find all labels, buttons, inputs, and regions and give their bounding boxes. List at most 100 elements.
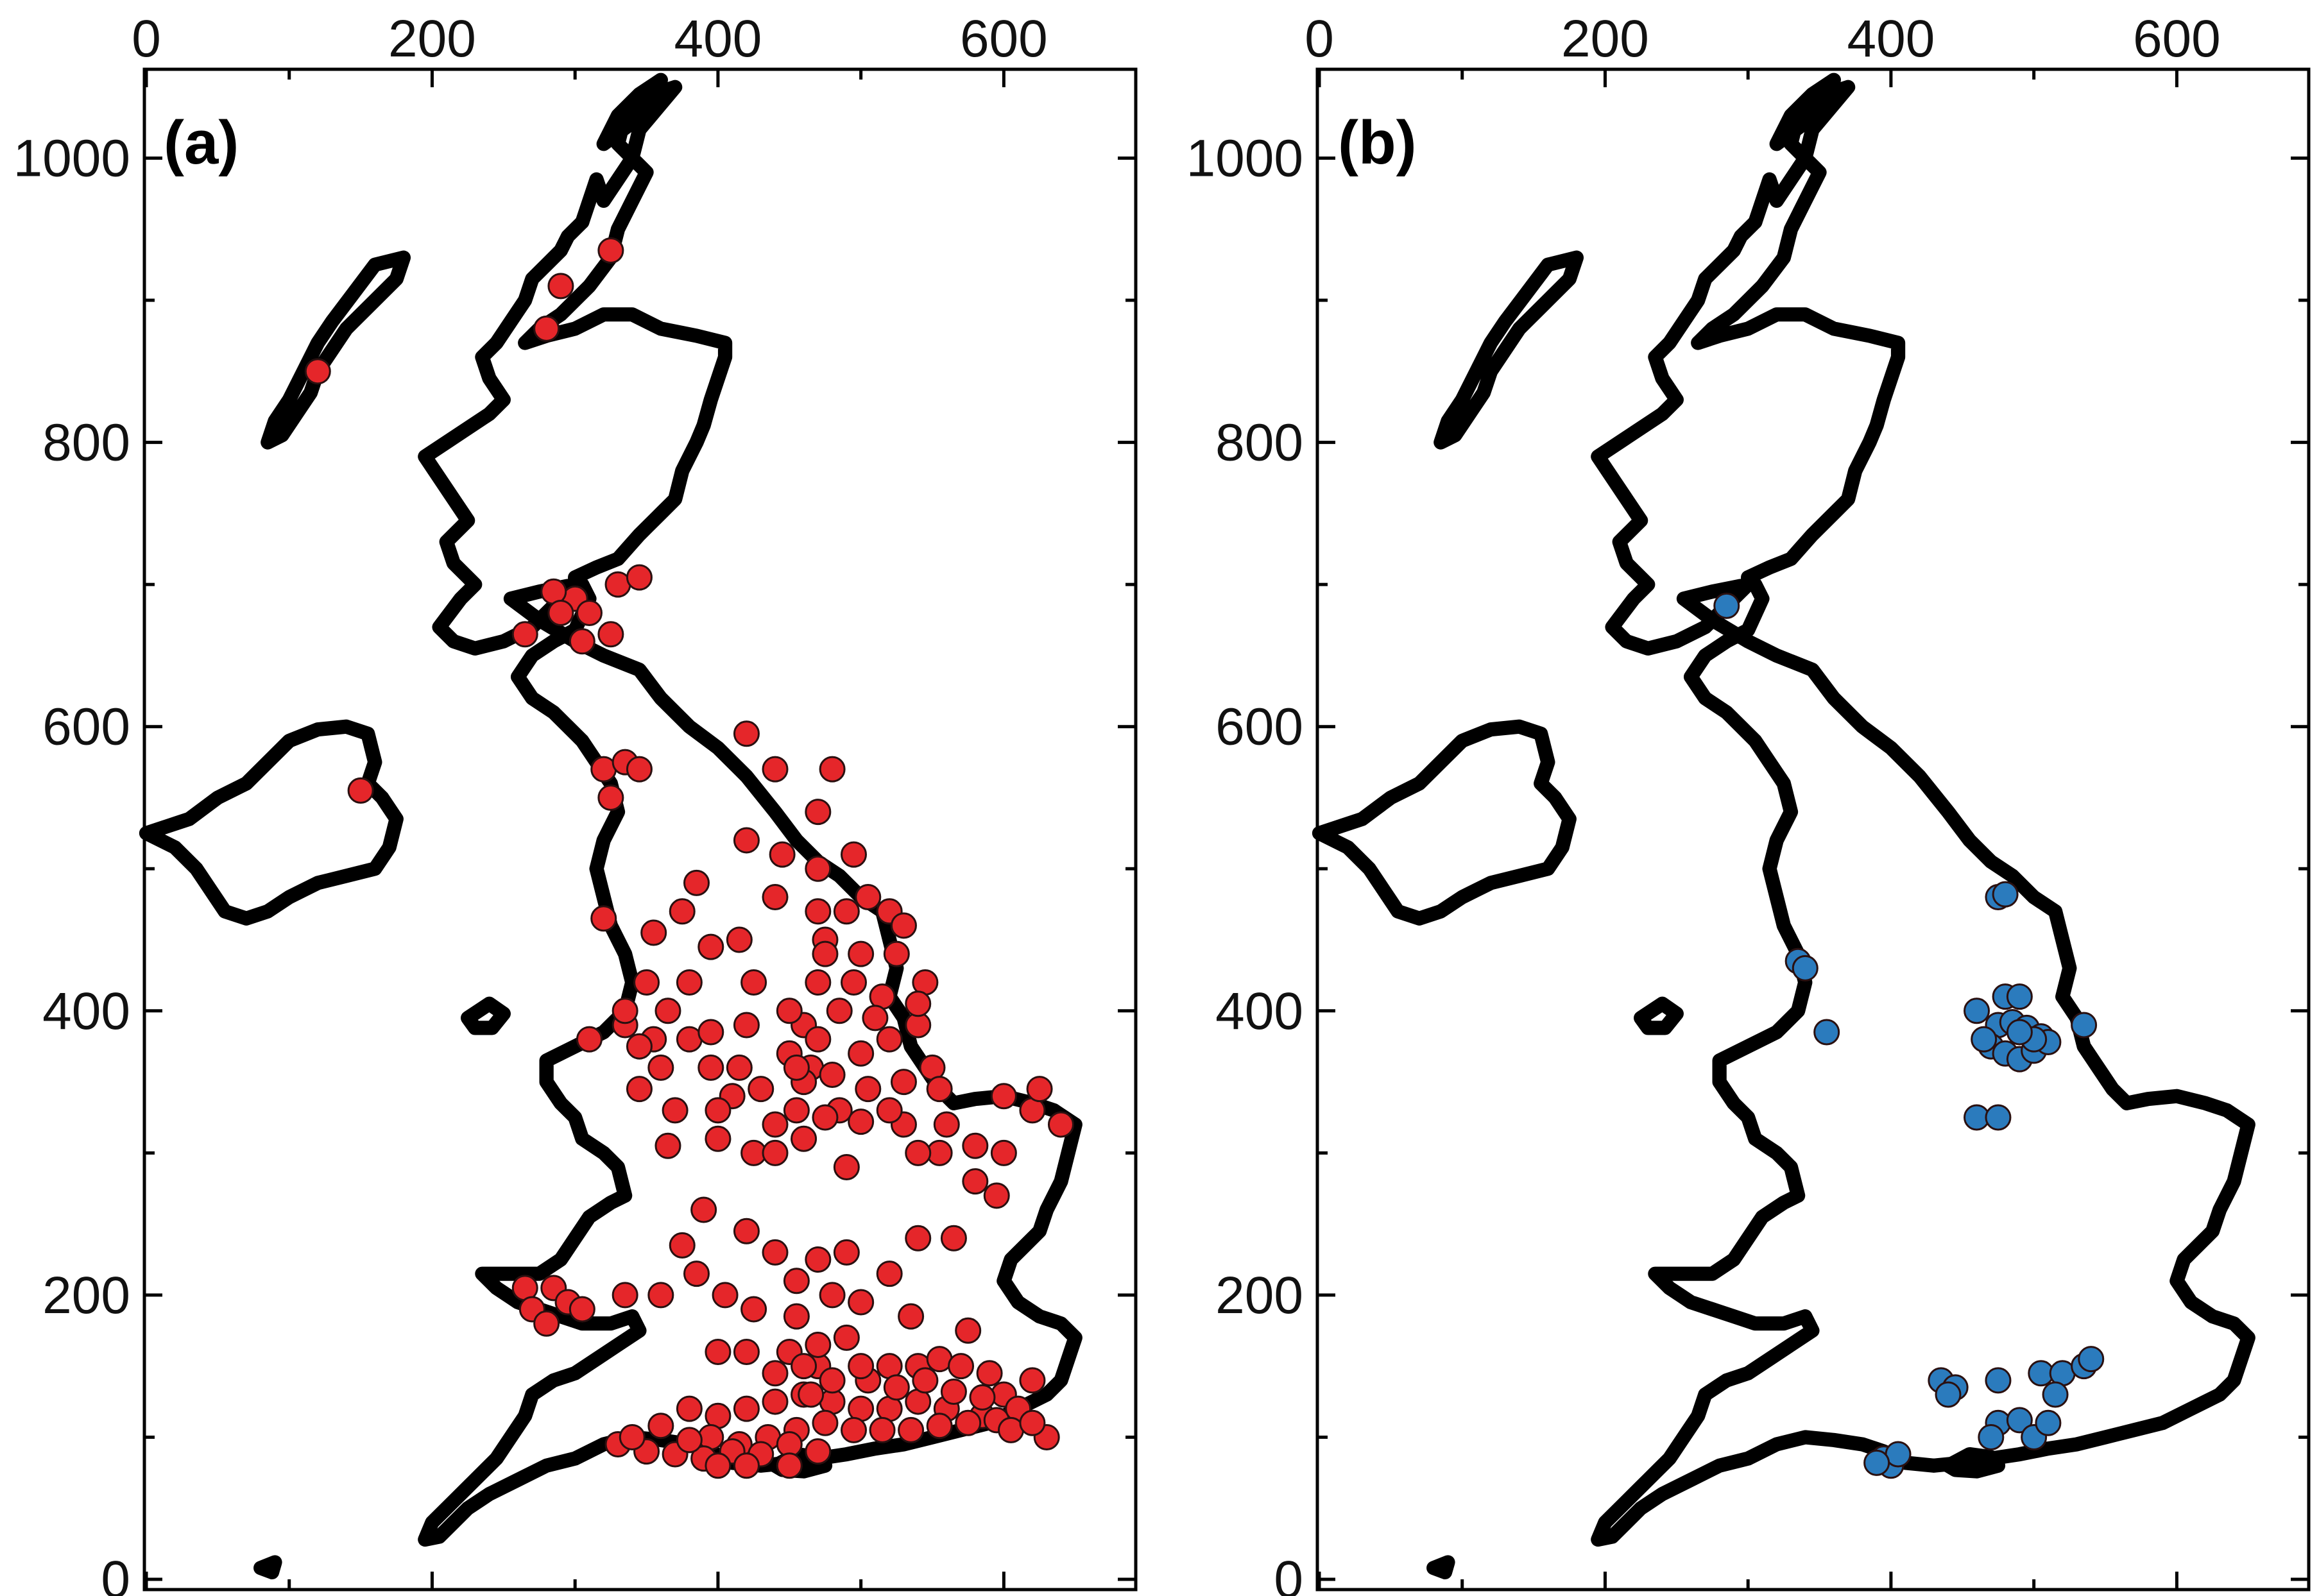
x-tick-label: 400	[1847, 10, 1935, 68]
site-marker	[2042, 1381, 2069, 1408]
site-marker	[1992, 881, 2019, 908]
site-marker	[511, 621, 538, 648]
x-tick-label: 400	[674, 10, 762, 68]
x-tick-label: 600	[2133, 10, 2221, 68]
site-marker	[2006, 983, 2033, 1010]
y-tick-label: 400	[1215, 982, 1303, 1040]
y-tick-label: 800	[1215, 414, 1303, 472]
site-marker	[1935, 1381, 1962, 1408]
site-marker	[791, 1125, 817, 1152]
site-marker	[762, 1139, 789, 1166]
site-marker	[1792, 955, 1818, 981]
site-marker	[1019, 1409, 1046, 1436]
site-marker	[805, 969, 832, 996]
site-marker	[926, 1413, 953, 1439]
y-tick-label: 0	[101, 1550, 130, 1596]
site-marker	[898, 1416, 925, 1443]
site-marker	[848, 940, 875, 967]
site-marker	[912, 1367, 939, 1394]
site-marker	[812, 1104, 839, 1131]
site-marker	[933, 1111, 960, 1138]
site-marker	[547, 273, 574, 300]
site-marker	[683, 1261, 710, 1287]
site-marker	[626, 756, 653, 783]
site-marker	[855, 884, 882, 911]
site-marker	[876, 1261, 903, 1287]
site-marker	[905, 1225, 932, 1252]
site-marker	[805, 855, 832, 882]
site-marker	[883, 940, 910, 967]
site-marker	[833, 1239, 860, 1266]
site-marker	[662, 1097, 689, 1124]
site-marker	[705, 1452, 732, 1479]
site-marker	[705, 1125, 732, 1152]
site-marker	[983, 1182, 1010, 1209]
site-marker	[597, 784, 624, 811]
site-marker	[940, 1225, 967, 1252]
y-tick-label: 600	[1215, 698, 1303, 756]
site-marker	[597, 621, 624, 648]
site-marker	[676, 1395, 703, 1422]
site-marker	[1019, 1367, 1046, 1394]
site-marker	[2071, 1012, 2098, 1039]
site-marker	[733, 827, 760, 854]
site-marker	[962, 1132, 989, 1159]
site-marker	[962, 1168, 989, 1195]
site-marker	[805, 1246, 832, 1273]
site-marker	[1863, 1449, 1890, 1476]
site-marker	[969, 1384, 996, 1411]
y-tick-label: 200	[42, 1266, 130, 1325]
site-marker	[748, 1076, 774, 1103]
site-marker	[533, 1310, 560, 1337]
site-marker	[1978, 1423, 2005, 1450]
site-marker	[1985, 1104, 2012, 1131]
site-marker	[883, 1374, 910, 1401]
site-marker	[805, 1026, 832, 1053]
site-marker	[905, 990, 932, 1017]
site-marker	[805, 799, 832, 826]
site-marker	[655, 998, 681, 1024]
y-tick-label: 1000	[1186, 130, 1303, 188]
x-tick-label: 0	[132, 10, 161, 68]
site-marker	[1985, 1367, 2012, 1394]
y-tick-label: 1000	[13, 130, 130, 188]
panel-a-label: (a)	[164, 108, 239, 177]
site-marker	[776, 1452, 803, 1479]
site-marker	[740, 1296, 767, 1323]
site-marker	[955, 1409, 982, 1436]
site-marker	[347, 777, 374, 804]
site-marker	[547, 599, 574, 626]
site-marker	[569, 628, 595, 655]
site-marker	[876, 1097, 903, 1124]
site-marker	[576, 599, 603, 626]
site-marker	[762, 1111, 789, 1138]
panel-b-label: (b)	[1338, 108, 1417, 177]
panel-b-ticks: 0 200 400 600 0 200 400 600 800 1000	[1186, 10, 2309, 1596]
site-marker	[683, 869, 710, 896]
site-marker	[762, 1239, 789, 1266]
site-marker	[940, 1379, 967, 1405]
panel-a-ticks: 0 200 400 600 0 200 400 600 800 1000	[13, 10, 1136, 1596]
site-marker	[576, 1026, 603, 1053]
site-marker	[697, 1054, 724, 1081]
site-marker	[890, 1069, 917, 1096]
site-marker	[697, 933, 724, 960]
y-tick-label: 600	[42, 698, 130, 756]
site-marker	[876, 1026, 903, 1053]
site-marker	[619, 1423, 646, 1450]
site-marker	[1813, 1019, 1840, 1046]
site-marker	[712, 1282, 739, 1309]
site-marker	[805, 1331, 832, 1358]
site-marker	[805, 1438, 832, 1465]
site-marker	[819, 1367, 846, 1394]
site-marker	[990, 1139, 1017, 1166]
y-tick-label: 400	[42, 982, 130, 1040]
site-marker	[2035, 1409, 2062, 1436]
site-marker	[791, 1353, 817, 1380]
site-marker	[647, 1413, 674, 1439]
site-marker	[848, 1289, 875, 1316]
site-marker	[783, 1268, 810, 1295]
site-marker	[848, 1108, 875, 1135]
site-marker	[697, 1019, 724, 1046]
